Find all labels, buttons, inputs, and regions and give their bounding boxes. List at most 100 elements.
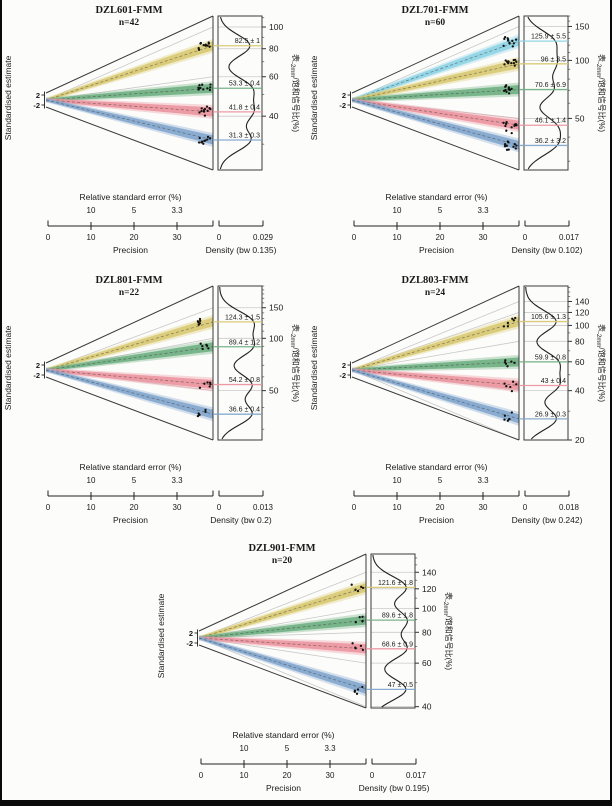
precision-tick-label: 0 xyxy=(46,233,51,242)
series-mean-label: 36.2 ± 3.2 xyxy=(535,138,566,145)
data-point xyxy=(197,323,200,326)
density-box xyxy=(523,285,569,441)
panel-dzl801-fmm: DZL801-FMM n=22 Standardised estimate 表-2mm… xyxy=(2,270,308,538)
rse-axis-title: Relative standard error (%) xyxy=(232,730,334,740)
data-point xyxy=(202,88,205,91)
data-point xyxy=(503,145,507,148)
data-point xyxy=(203,114,207,117)
right-axis-tick-label: 150 xyxy=(575,21,589,31)
data-point xyxy=(503,418,506,421)
panel-title: DZL901-FMM xyxy=(248,543,315,554)
data-point xyxy=(511,317,514,320)
density-curve xyxy=(525,286,562,440)
data-point xyxy=(502,44,505,48)
series-mean-label: 59.9 ± 0.8 xyxy=(535,354,566,361)
rse-tick-label: 3.3 xyxy=(171,476,183,485)
data-point xyxy=(506,419,510,422)
sample-count-label: n=20 xyxy=(272,556,292,566)
data-point xyxy=(200,140,204,143)
data-point xyxy=(201,344,204,348)
rse-axis-title: Relative standard error (%) xyxy=(79,192,181,202)
funnel-outline-top xyxy=(198,553,367,632)
series-mean-label: 125.9 ± 5.5 xyxy=(531,34,566,41)
data-point xyxy=(513,124,516,127)
data-point xyxy=(510,61,513,65)
density-axis-title: Density (bw 0.242) xyxy=(512,515,583,525)
data-point xyxy=(209,107,212,111)
left-axis-tick-label: -2 xyxy=(33,371,40,380)
series-mean-dashed-line xyxy=(45,99,214,113)
data-point xyxy=(503,382,506,385)
right-axis-tick-label: 20 xyxy=(575,435,585,445)
data-point xyxy=(208,381,212,384)
data-point xyxy=(503,37,506,41)
precision-tick-label: 20 xyxy=(283,771,292,780)
data-point xyxy=(354,621,357,624)
density-max-label: 0.029 xyxy=(253,233,274,242)
left-axis-label: Standardised estimate xyxy=(156,593,166,678)
data-point xyxy=(505,148,509,152)
data-point xyxy=(197,46,200,50)
right-axis-tick-label: 60 xyxy=(575,357,585,367)
data-point xyxy=(197,141,201,144)
right-axis-tick-label: 100 xyxy=(269,333,283,343)
sample-count-label: n=60 xyxy=(425,18,445,28)
data-point xyxy=(361,586,365,590)
gridline-funnel xyxy=(45,76,214,101)
data-point xyxy=(505,90,508,93)
precision-tick-label: 20 xyxy=(436,503,445,512)
precision-tick-label: 0 xyxy=(352,503,357,512)
data-point xyxy=(504,59,507,62)
left-axis-tick-label: 2 xyxy=(342,361,346,370)
density-min-label: 0 xyxy=(217,233,222,242)
data-point xyxy=(199,41,203,45)
data-point xyxy=(198,136,201,140)
gridline-funnel xyxy=(198,571,367,639)
data-point xyxy=(510,87,513,91)
data-point xyxy=(207,42,211,45)
series-mean-dashed-line xyxy=(198,637,367,650)
series-mean-label: 41.8 ± 0.4 xyxy=(229,104,260,111)
funnel-outline-bottom xyxy=(45,376,214,441)
precision-tick-label: 20 xyxy=(436,233,445,242)
data-point xyxy=(205,105,209,108)
precision-tick-label: 20 xyxy=(130,233,139,242)
data-point xyxy=(201,83,204,86)
data-point xyxy=(204,139,207,142)
data-point xyxy=(206,135,210,139)
data-point xyxy=(360,585,363,589)
data-point xyxy=(206,44,209,47)
precision-tick-label: 30 xyxy=(173,503,182,512)
rse-tick-label: 10 xyxy=(393,206,402,215)
funnel-plot-svg: DZL601-FMM n=42 Standardised estimate 表-2mm… xyxy=(3,5,301,255)
series-mean-label: 70.6 ± 6.9 xyxy=(535,82,566,89)
data-point xyxy=(203,382,206,385)
panel-dzl803-fmm: DZL803-FMM n=24 Standardised estimate 表-2mm… xyxy=(308,270,610,538)
data-point xyxy=(208,45,211,48)
gridline-funnel xyxy=(198,607,367,639)
data-point xyxy=(504,124,507,128)
data-point xyxy=(507,141,510,144)
data-point xyxy=(515,60,518,63)
series-mean-dashed-line xyxy=(351,361,520,371)
funnel-plot-svg: DZL801-FMM n=22 Standardised estimate 表-2mm… xyxy=(3,275,301,525)
right-axis-tick-label: 40 xyxy=(269,111,279,121)
data-point xyxy=(507,148,510,151)
series-mean-label: 26.9 ± 0.3 xyxy=(535,411,566,418)
rse-tick-label: 10 xyxy=(240,744,249,753)
funnel-outline-top xyxy=(351,285,520,364)
right-axis-tick-label: 100 xyxy=(269,22,283,32)
density-max-label: 0.017 xyxy=(406,771,427,780)
panel-title: DZL803-FMM xyxy=(401,275,468,286)
data-point xyxy=(510,411,513,414)
funnel-outline-top xyxy=(45,15,214,94)
right-axis-tick-label: 100 xyxy=(575,320,589,330)
data-point xyxy=(197,48,201,51)
density-curve xyxy=(219,16,256,170)
right-axis-tick-label: 40 xyxy=(422,702,432,712)
data-point xyxy=(208,137,212,140)
series-mean-dashed-line xyxy=(45,99,214,141)
gridline-funnel xyxy=(45,26,214,101)
series-mean-label: 121.6 ± 1.8 xyxy=(378,580,413,587)
data-point xyxy=(354,588,357,591)
